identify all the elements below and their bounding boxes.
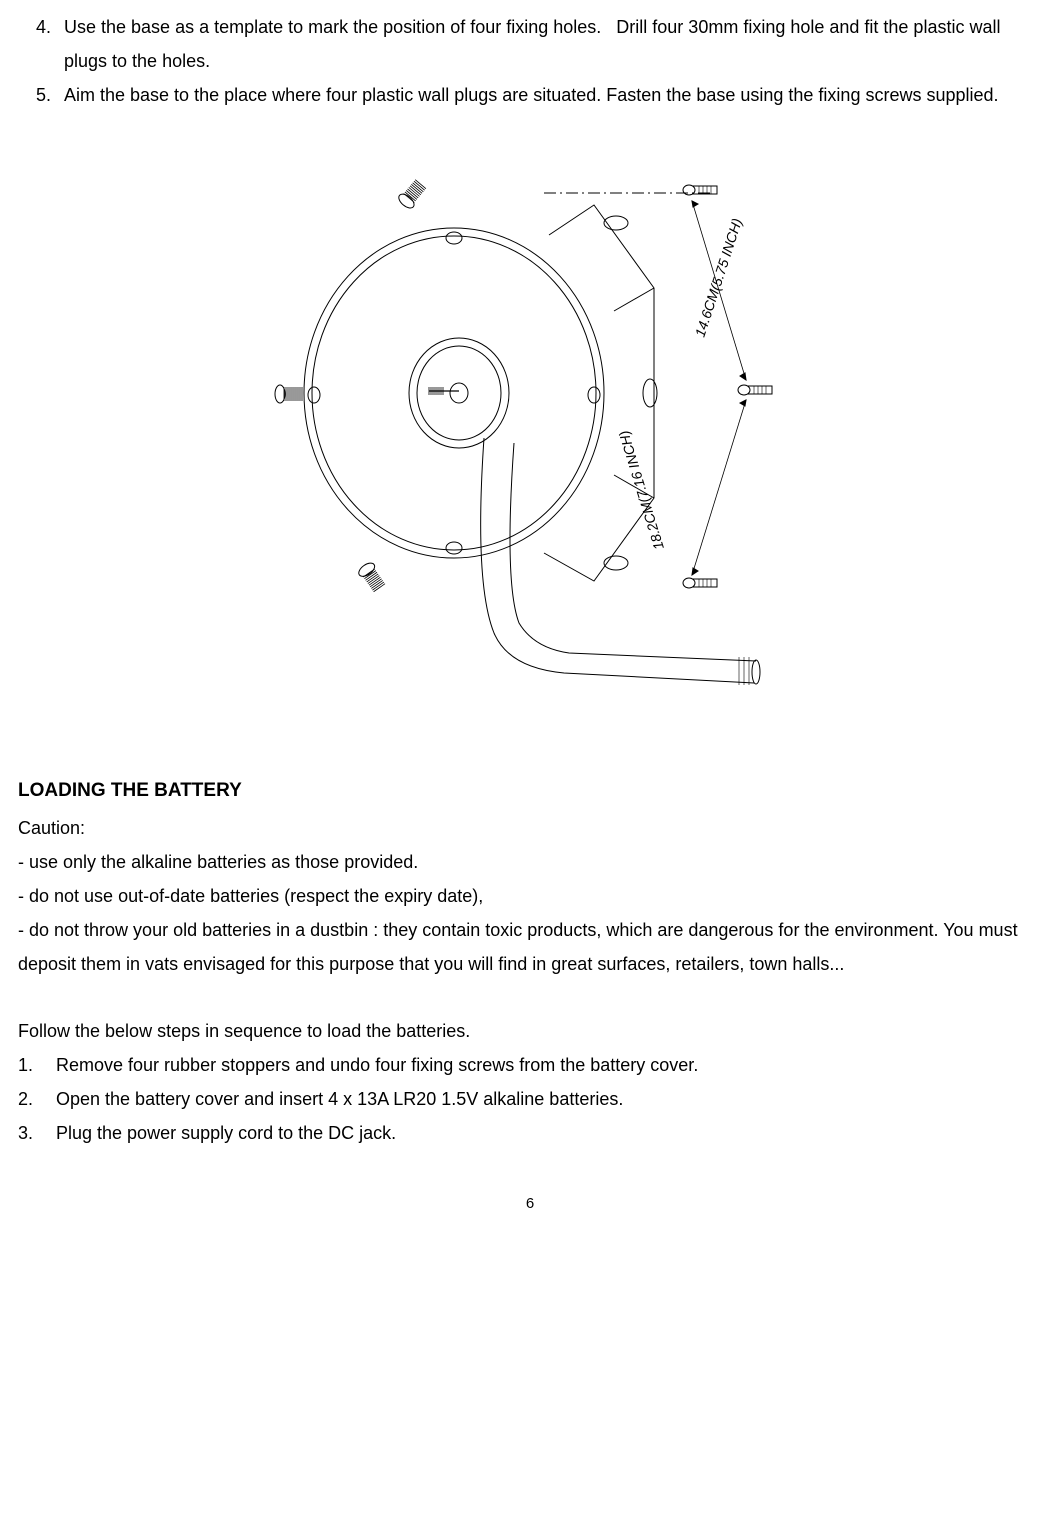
step-num: 3.: [18, 1116, 33, 1150]
step-5: 5. Aim the base to the place where four …: [36, 78, 1030, 112]
diagram-svg: 14.6CM(5.75 INCH) 18.2CM(7.16 INCH): [234, 143, 814, 723]
step-num: 5.: [36, 78, 51, 112]
step-4: 4. Use the base as a template to mark th…: [36, 10, 1030, 78]
step-text: Remove four rubber stoppers and undo fou…: [56, 1055, 698, 1075]
follow-text: Follow the below steps in sequence to lo…: [18, 1014, 1030, 1048]
step-b2: 2. Open the battery cover and insert 4 x…: [18, 1082, 1030, 1116]
caution-line-1: - use only the alkaline batteries as tho…: [18, 845, 1030, 879]
caution-title: Caution:: [18, 811, 1030, 845]
caution-line-3: - do not throw your old batteries in a d…: [18, 913, 1030, 981]
step-text: Use the base as a template to mark the p…: [64, 17, 1000, 71]
step-num: 1.: [18, 1048, 33, 1082]
section-heading: LOADING THE BATTERY: [18, 773, 1030, 809]
step-text: Plug the power supply cord to the DC jac…: [56, 1123, 396, 1143]
step-b3: 3. Plug the power supply cord to the DC …: [18, 1116, 1030, 1150]
caution-line-2: - do not use out-of-date batteries (resp…: [18, 879, 1030, 913]
mounting-diagram: 14.6CM(5.75 INCH) 18.2CM(7.16 INCH): [234, 143, 814, 723]
step-b1: 1. Remove four rubber stoppers and undo …: [18, 1048, 1030, 1082]
diagram-container: 14.6CM(5.75 INCH) 18.2CM(7.16 INCH): [18, 143, 1030, 723]
step-text: Open the battery cover and insert 4 x 13…: [56, 1089, 623, 1109]
dimension-label-b: 18.2CM(7.16 INCH): [615, 428, 666, 551]
step-text: Aim the base to the place where four pla…: [64, 85, 999, 105]
step-num: 4.: [36, 10, 51, 44]
top-steps-list: 4. Use the base as a template to mark th…: [18, 10, 1030, 113]
dimension-label-a: 14.6CM(5.75 INCH): [692, 216, 745, 339]
bottom-steps-list: 1. Remove four rubber stoppers and undo …: [18, 1048, 1030, 1151]
step-num: 2.: [18, 1082, 33, 1116]
page-number: 6: [0, 1190, 1060, 1219]
